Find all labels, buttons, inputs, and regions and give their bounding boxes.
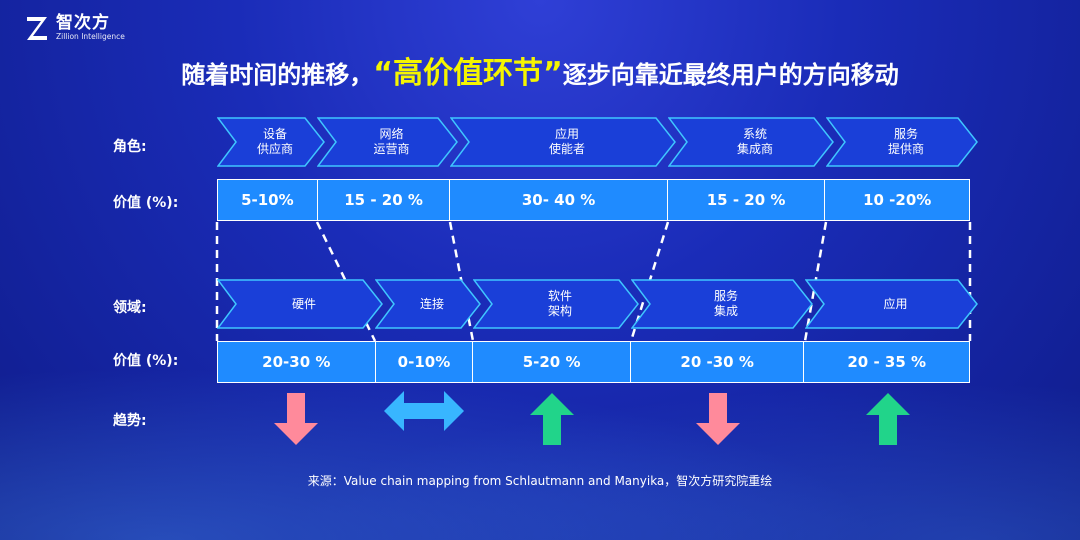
domain-chevron-4-label: 服务 集成 [713, 289, 738, 318]
domain-value-cell-3: 5-20 % [473, 342, 631, 382]
roles-label: 角色: [113, 139, 147, 155]
role-chevron-4: 系统 集成商 [668, 117, 834, 167]
role-chevron-3-shape [450, 117, 676, 167]
domain-chevron-4-shape [631, 279, 813, 329]
role-value-cell-5: 10 -20% [863, 191, 932, 209]
domain-chevron-1-label: 硬件 [291, 296, 316, 311]
domain-chevron-2-shape [375, 279, 481, 329]
trend-arrow-down-icon [696, 393, 740, 445]
role-value-cell-1: 5-10% [218, 180, 318, 220]
role-chevron-2-shape [317, 117, 458, 167]
role-chevron-4-shape [668, 117, 834, 167]
domain-chevron-1-shape [217, 279, 383, 329]
domain-value-cell-5: 20 - 35 % [847, 353, 927, 371]
title-suffix: 逐步向靠近最终用户的方向移动 [562, 61, 899, 89]
logo-name: 智次方 [56, 13, 110, 33]
role-chevron-1-shape [217, 117, 325, 167]
domain-value-cell-1: 20-30 % [218, 342, 376, 382]
domain-chevron-3: 软件 架构 [473, 279, 639, 329]
source-note: 来源：Value chain mapping from Schlautmann … [307, 474, 773, 488]
logo-icon [27, 17, 47, 40]
trend-arrow-down-icon [274, 393, 318, 445]
domain-chevron-5-shape [805, 279, 978, 329]
domain-chevron-4: 服务 集成 [631, 279, 813, 329]
role-chevron-5: 服务 提供商 [826, 117, 978, 167]
logo: 智次方 Zillion Intelligence [24, 14, 125, 42]
trend-arrow-up-icon [530, 393, 574, 445]
role-chevron-2-label: 网络 运营商 [373, 127, 410, 156]
role-chevron-4-label: 系统 集成商 [736, 127, 773, 156]
role-chevron-1: 设备 供应商 [217, 117, 325, 167]
domain-chevron-1: 硬件 [217, 279, 383, 329]
domain-chevron-3-shape [473, 279, 639, 329]
domain-value-cell-2: 0-10% [376, 342, 474, 382]
role-value-cell-4: 15 - 20 % [668, 180, 826, 220]
role-value-cell-3: 30- 40 % [450, 180, 668, 220]
role-chevron-5-shape [826, 117, 978, 167]
role-chevron-2: 网络 运营商 [317, 117, 458, 167]
domain-values-label: 价值 (%): [113, 353, 179, 369]
role-chevron-3-label: 应用 使能者 [548, 127, 585, 156]
trend-label: 趋势: [113, 413, 147, 429]
role-chevron-3: 应用 使能者 [450, 117, 676, 167]
domain-chevron-5-label: 应用 [883, 296, 908, 311]
trend-arrow-both-icon [384, 391, 464, 431]
role-values-label: 价值 (%): [113, 195, 179, 211]
role-values-bar: 5-10% 15 - 20 % 30- 40 % 15 - 20 % 10 -20% [217, 179, 970, 221]
trend-arrow-up-icon [865, 393, 910, 445]
domains-label: 领域: [113, 300, 147, 316]
domain-values-bar: 20-30 % 0-10% 5-20 % 20 -30 % 20 - 35 % [217, 341, 970, 383]
domain-chevron-5: 应用 [805, 279, 978, 329]
domain-chevron-2-label: 连接 [419, 296, 444, 311]
logo-subtitle: Zillion Intelligence [56, 32, 125, 41]
role-chevron-5-label: 服务 提供商 [887, 127, 924, 156]
role-chevron-1-label: 设备 供应商 [256, 127, 293, 156]
title-highlight: “高价值环节” [373, 56, 563, 91]
page-title: 随着时间的推移，“高价值环节”逐步向靠近最终用户的方向移动 [0, 48, 1080, 92]
domain-value-cell-4: 20 -30 % [631, 342, 805, 382]
role-value-cell-2: 15 - 20 % [318, 180, 451, 220]
title-prefix: 随着时间的推移， [181, 61, 374, 89]
domain-chevron-3-label: 软件 架构 [547, 289, 572, 318]
domain-chevron-2: 连接 [375, 279, 481, 329]
